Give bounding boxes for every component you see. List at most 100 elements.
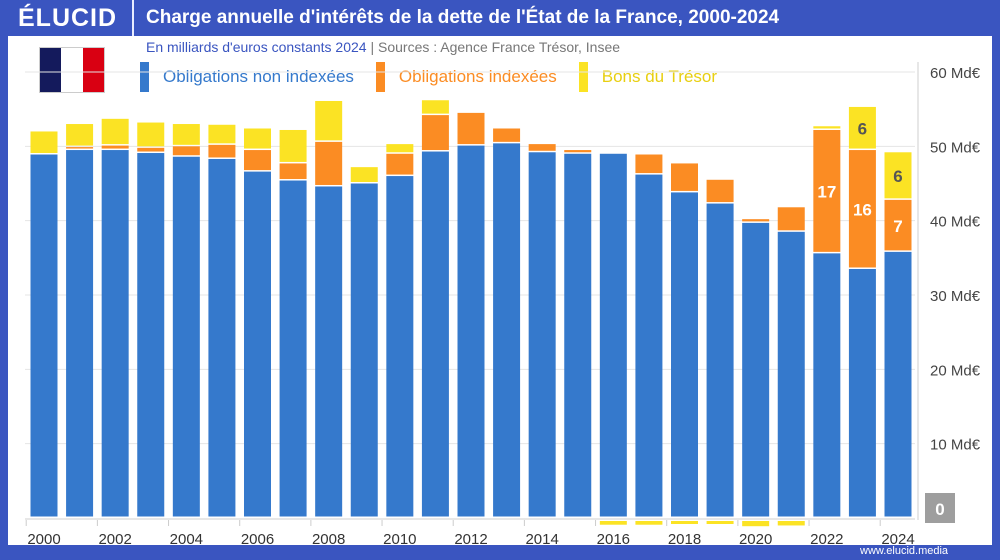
bar-indexed: [137, 147, 165, 152]
footer-url[interactable]: www.elucid.media: [860, 545, 949, 557]
bar-non-indexed: [66, 150, 94, 517]
bar-indexed: [279, 163, 307, 180]
x-tick-label: 2020: [739, 531, 772, 545]
flag-white: [61, 48, 83, 92]
flag-blue: [40, 48, 62, 92]
chart-title: Charge annuelle d'intérêts de la dette d…: [146, 7, 780, 28]
stacked-bar-chart: 0 10 Md€ 20 Md€ 30 Md€ 40 Md€ 50 Md€ 60 Md€ 17 1…: [25, 62, 981, 545]
bar-indexed: [848, 150, 876, 268]
bar-indexed: [777, 207, 805, 231]
bar-treasury-bills: [208, 124, 236, 144]
bar-indexed: [315, 141, 343, 185]
bar-treasury-bills: [813, 126, 841, 129]
bar-treasury-bills: [848, 106, 876, 149]
x-tick-label: 2008: [312, 531, 345, 545]
bar-treasury-bills: [671, 521, 698, 524]
legend-swatch: [578, 62, 588, 92]
x-tick-label: 2022: [810, 531, 843, 545]
bar-non-indexed: [884, 251, 912, 517]
bar-non-indexed: [315, 186, 343, 517]
bar-indexed: [457, 112, 485, 145]
bar-indexed: [635, 154, 663, 174]
data-label: 6: [858, 119, 867, 138]
bar-non-indexed: [244, 171, 271, 517]
bar-indexed: [101, 145, 129, 149]
x-tick-label: 2018: [668, 531, 701, 545]
bar-non-indexed: [279, 180, 307, 517]
bar-treasury-bills: [742, 521, 770, 527]
bar-indexed: [671, 163, 698, 191]
bar-indexed: [706, 179, 734, 203]
bar-non-indexed: [528, 152, 556, 517]
bar-indexed: [172, 146, 200, 156]
bar-non-indexed: [137, 153, 165, 517]
bar-non-indexed: [635, 174, 663, 517]
bar-treasury-bills: [706, 521, 734, 524]
flag-red: [82, 48, 104, 92]
x-tick-label: 2012: [454, 531, 487, 545]
data-label: 6: [893, 167, 902, 186]
bar-indexed: [244, 150, 271, 171]
y-tick-label: 60 Md€: [930, 65, 981, 82]
bar-indexed: [564, 150, 592, 153]
elucid-logo: ÉLUCID: [18, 4, 118, 32]
bar-non-indexed: [457, 145, 485, 517]
x-tick-label: 2016: [597, 531, 630, 545]
bar-indexed: [421, 115, 449, 151]
header-divider: [132, 0, 134, 36]
y-tick-label: 0: [935, 500, 944, 519]
bar-non-indexed: [172, 156, 200, 517]
bar-indexed: [208, 144, 236, 158]
x-tick-label: 2002: [98, 531, 131, 545]
header-bar: ÉLUCID Charge annuelle d'intérêts de la …: [0, 0, 1000, 36]
zero-label-box: [925, 493, 955, 523]
legend-swatch: [375, 62, 385, 92]
bar-treasury-bills: [66, 124, 94, 146]
bar-treasury-bills: [386, 144, 414, 153]
y-tick-label: 30 Md€: [930, 288, 981, 305]
bar-treasury-bills: [635, 521, 663, 525]
bar-treasury-bills: [101, 118, 129, 145]
bar-non-indexed: [564, 153, 592, 517]
bar-non-indexed: [30, 154, 58, 517]
sources-label: Sources : Agence France Trésor, Insee: [378, 39, 621, 55]
bar-non-indexed: [671, 192, 698, 517]
bar-non-indexed: [777, 231, 805, 517]
bar-treasury-bills: [350, 167, 378, 182]
bar-treasury-bills: [244, 128, 271, 149]
x-tick-label: 2010: [383, 531, 416, 545]
bar-non-indexed: [599, 153, 627, 517]
y-tick-label: 40 Md€: [930, 214, 981, 231]
bar-non-indexed: [101, 150, 129, 517]
x-tick-label: 2024: [881, 531, 914, 545]
legend-swatch: [140, 62, 149, 92]
bar-treasury-bills: [30, 131, 58, 154]
bar-indexed: [528, 144, 556, 151]
bar-treasury-bills: [172, 124, 200, 145]
bar-treasury-bills: [279, 129, 307, 162]
y-tick-label: 10 Md€: [930, 437, 981, 454]
france-flag-icon: [40, 48, 104, 92]
bar-non-indexed: [493, 143, 521, 517]
subtitle-separator: |: [370, 39, 375, 55]
x-tick-label: 2006: [241, 531, 274, 545]
data-label: 17: [817, 183, 836, 202]
bar-non-indexed: [813, 253, 841, 517]
x-tick-label: 2000: [27, 531, 60, 545]
bar-indexed: [66, 147, 94, 149]
data-label: 7: [893, 217, 902, 236]
bar-treasury-bills: [777, 521, 805, 526]
bar-non-indexed: [421, 151, 449, 517]
x-tick-label: 2004: [170, 531, 203, 545]
bar-non-indexed: [848, 268, 876, 517]
unit-label: En milliards d'euros constants 2024: [146, 39, 367, 55]
bar-treasury-bills: [137, 122, 165, 147]
y-tick-label: 50 Md€: [930, 139, 981, 156]
bar-non-indexed: [742, 222, 770, 517]
bar-indexed: [386, 153, 414, 175]
bar-indexed: [742, 219, 770, 222]
bar-non-indexed: [208, 158, 236, 517]
y-tick-label: 20 Md€: [930, 362, 981, 379]
bar-treasury-bills: [884, 152, 912, 199]
data-label: 16: [853, 201, 872, 220]
